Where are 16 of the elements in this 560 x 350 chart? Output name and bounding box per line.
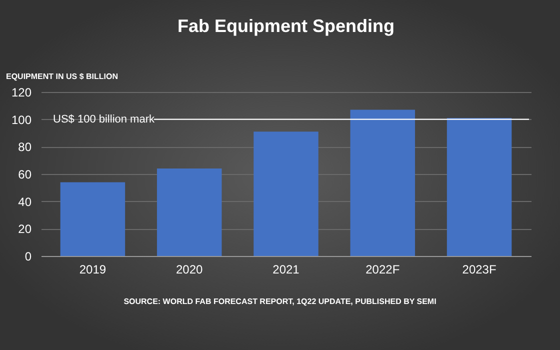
y-tick-label: 80 <box>18 140 32 154</box>
y-axis-title: EQUIPMENT IN US $ BILLION <box>6 72 118 81</box>
chart-title: Fab Equipment Spending <box>178 16 394 36</box>
source-note: SOURCE: WORLD FAB FORECAST REPORT, 1Q22 UPDATE, PUBLISHED BY SEMI <box>122 297 438 306</box>
x-tick-label: 2020 <box>176 262 204 276</box>
x-tick-label: 2023F <box>462 262 496 276</box>
x-tick-label: 2021 <box>272 262 300 276</box>
y-tick-label: 20 <box>18 222 32 236</box>
x-tick-label: 2022F <box>366 262 400 276</box>
y-tick-label: 120 <box>11 86 32 100</box>
y-tick-label: 40 <box>18 194 32 209</box>
y-tick-label: 0 <box>24 250 32 264</box>
y-tick-label: 60 <box>18 168 32 182</box>
x-tick-label: 2019 <box>79 262 106 276</box>
y-tick-label: 100 <box>11 112 32 127</box>
ref-line-label: US$ 100 billion mark <box>53 113 155 126</box>
